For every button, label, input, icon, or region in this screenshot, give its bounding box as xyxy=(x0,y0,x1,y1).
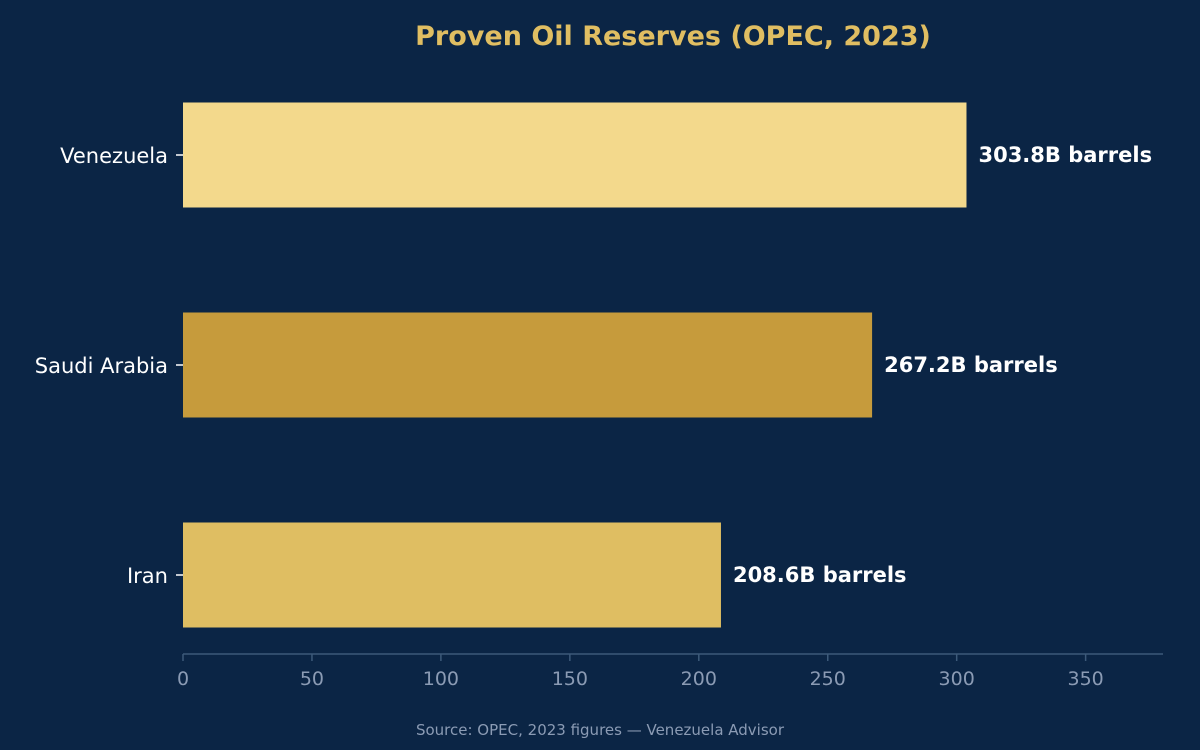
y-axis: Venezuela Saudi Arabia Iran xyxy=(35,144,183,588)
x-tick-label: 250 xyxy=(810,668,846,690)
value-label: 208.6B barrels xyxy=(733,563,907,587)
x-tick-label: 150 xyxy=(552,668,588,690)
source-note: Source: OPEC, 2023 figures — Venezuela A… xyxy=(416,721,785,739)
x-tick-label: 300 xyxy=(939,668,975,690)
value-label: 303.8B barrels xyxy=(978,143,1152,167)
category-label: Venezuela xyxy=(60,144,168,168)
x-axis: 0 50 100 150 200 250 300 350 xyxy=(177,653,1163,690)
x-tick-label: 0 xyxy=(177,668,189,690)
x-tick-label: 50 xyxy=(300,668,324,690)
chart-title: Proven Oil Reserves (OPEC, 2023) xyxy=(415,21,931,52)
x-tick-label: 100 xyxy=(423,668,459,690)
x-tick-label: 200 xyxy=(681,668,717,690)
bars-layer: 303.8B barrels 267.2B barrels 208.6B barre… xyxy=(183,102,1152,628)
value-label: 267.2B barrels xyxy=(884,353,1058,377)
category-label: Saudi Arabia xyxy=(35,354,168,378)
bar-saudi-arabia xyxy=(183,312,873,418)
bar-venezuela xyxy=(183,102,967,208)
bar-iran xyxy=(183,522,721,628)
category-label: Iran xyxy=(127,564,168,588)
x-tick-label: 350 xyxy=(1067,668,1103,690)
